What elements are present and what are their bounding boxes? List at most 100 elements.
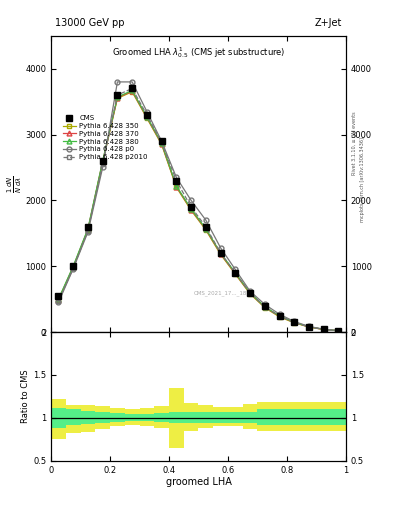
Pythia 6.428 370	[307, 324, 311, 330]
Pythia 6.428 p0	[204, 217, 208, 223]
X-axis label: groomed LHA: groomed LHA	[165, 477, 231, 487]
CMS	[86, 224, 90, 230]
Pythia 6.428 380	[174, 183, 179, 189]
CMS	[159, 138, 164, 144]
Pythia 6.428 p2010	[233, 270, 238, 276]
Text: CMS_2021_17..._187: CMS_2021_17..._187	[194, 291, 250, 296]
Pythia 6.428 350	[336, 328, 341, 334]
Pythia 6.428 p0	[336, 328, 341, 334]
Pythia 6.428 370	[189, 206, 193, 212]
Pythia 6.428 p2010	[145, 112, 149, 118]
Text: Groomed LHA $\lambda^{1}_{0.5}$ (CMS jet substructure): Groomed LHA $\lambda^{1}_{0.5}$ (CMS jet…	[112, 45, 285, 59]
Pythia 6.428 350	[248, 291, 252, 297]
Pythia 6.428 p0	[86, 229, 90, 235]
Pythia 6.428 p0	[56, 300, 61, 306]
Pythia 6.428 350	[263, 305, 267, 311]
Pythia 6.428 380	[336, 328, 341, 334]
Pythia 6.428 380	[233, 270, 238, 276]
Pythia 6.428 370	[86, 226, 90, 232]
Pythia 6.428 370	[56, 296, 61, 303]
CMS	[277, 312, 282, 318]
Pythia 6.428 370	[263, 304, 267, 310]
CMS	[321, 326, 326, 332]
Pythia 6.428 350	[174, 184, 179, 190]
Pythia 6.428 380	[115, 94, 120, 100]
Pythia 6.428 p0	[189, 197, 193, 203]
Pythia 6.428 380	[204, 226, 208, 232]
Pythia 6.428 350	[130, 89, 134, 95]
CMS	[248, 289, 252, 295]
Pythia 6.428 p2010	[248, 290, 252, 296]
Pythia 6.428 p0	[233, 266, 238, 272]
Line: Pythia 6.428 p2010: Pythia 6.428 p2010	[56, 86, 341, 333]
Text: 13000 GeV pp: 13000 GeV pp	[55, 18, 125, 28]
Pythia 6.428 370	[130, 88, 134, 94]
Pythia 6.428 p2010	[204, 224, 208, 230]
Pythia 6.428 p2010	[336, 328, 341, 334]
Pythia 6.428 p2010	[218, 250, 223, 256]
Pythia 6.428 p2010	[174, 178, 179, 184]
Pythia 6.428 p0	[100, 164, 105, 170]
Pythia 6.428 380	[159, 140, 164, 146]
Pythia 6.428 380	[56, 296, 61, 302]
Pythia 6.428 350	[204, 227, 208, 233]
Pythia 6.428 350	[71, 265, 75, 271]
Text: mcplots.cern.ch [arXiv:1306.3436]: mcplots.cern.ch [arXiv:1306.3436]	[360, 137, 365, 222]
Pythia 6.428 380	[277, 313, 282, 319]
Pythia 6.428 380	[292, 319, 297, 325]
Pythia 6.428 370	[218, 251, 223, 257]
Line: CMS: CMS	[56, 86, 341, 333]
Pythia 6.428 380	[189, 206, 193, 212]
Pythia 6.428 p2010	[277, 313, 282, 319]
Line: Pythia 6.428 350: Pythia 6.428 350	[56, 90, 341, 333]
Pythia 6.428 p0	[277, 311, 282, 317]
Pythia 6.428 350	[145, 115, 149, 121]
Text: Z+Jet: Z+Jet	[314, 18, 342, 28]
Pythia 6.428 380	[218, 250, 223, 256]
CMS	[336, 328, 341, 334]
CMS	[130, 86, 134, 92]
Pythia 6.428 380	[86, 226, 90, 232]
Pythia 6.428 350	[115, 95, 120, 101]
Pythia 6.428 p2010	[263, 304, 267, 310]
Pythia 6.428 p2010	[56, 298, 61, 304]
Pythia 6.428 p0	[292, 318, 297, 325]
Line: Pythia 6.428 p0: Pythia 6.428 p0	[56, 79, 341, 333]
CMS	[307, 324, 311, 330]
Pythia 6.428 370	[159, 141, 164, 147]
Pythia 6.428 370	[336, 328, 341, 334]
Pythia 6.428 350	[233, 271, 238, 277]
Pythia 6.428 380	[321, 326, 326, 332]
Pythia 6.428 380	[145, 114, 149, 120]
Pythia 6.428 370	[248, 290, 252, 296]
Pythia 6.428 370	[321, 326, 326, 332]
Pythia 6.428 370	[277, 313, 282, 319]
Pythia 6.428 370	[233, 270, 238, 276]
Text: Rivet 3.1.10, ≥ 3M events: Rivet 3.1.10, ≥ 3M events	[352, 112, 357, 175]
Pythia 6.428 p2010	[189, 204, 193, 210]
Pythia 6.428 p0	[218, 245, 223, 251]
Pythia 6.428 370	[100, 159, 105, 165]
Pythia 6.428 380	[263, 304, 267, 310]
CMS	[115, 92, 120, 98]
Pythia 6.428 p2010	[115, 92, 120, 98]
CMS	[204, 224, 208, 230]
CMS	[233, 270, 238, 276]
Pythia 6.428 350	[218, 251, 223, 258]
Pythia 6.428 p0	[115, 79, 120, 85]
CMS	[56, 293, 61, 299]
Pythia 6.428 p2010	[307, 324, 311, 330]
Pythia 6.428 p0	[263, 301, 267, 307]
Pythia 6.428 380	[307, 324, 311, 330]
Pythia 6.428 350	[56, 297, 61, 304]
Pythia 6.428 370	[174, 183, 179, 189]
Pythia 6.428 350	[321, 327, 326, 333]
Legend: CMS, Pythia 6.428 350, Pythia 6.428 370, Pythia 6.428 380, Pythia 6.428 p0, Pyth: CMS, Pythia 6.428 350, Pythia 6.428 370,…	[61, 113, 150, 162]
Line: Pythia 6.428 370: Pythia 6.428 370	[56, 89, 341, 333]
Pythia 6.428 p0	[130, 79, 134, 85]
CMS	[218, 250, 223, 256]
Pythia 6.428 380	[248, 290, 252, 296]
Pythia 6.428 p0	[321, 326, 326, 332]
Pythia 6.428 380	[71, 263, 75, 269]
CMS	[71, 263, 75, 269]
